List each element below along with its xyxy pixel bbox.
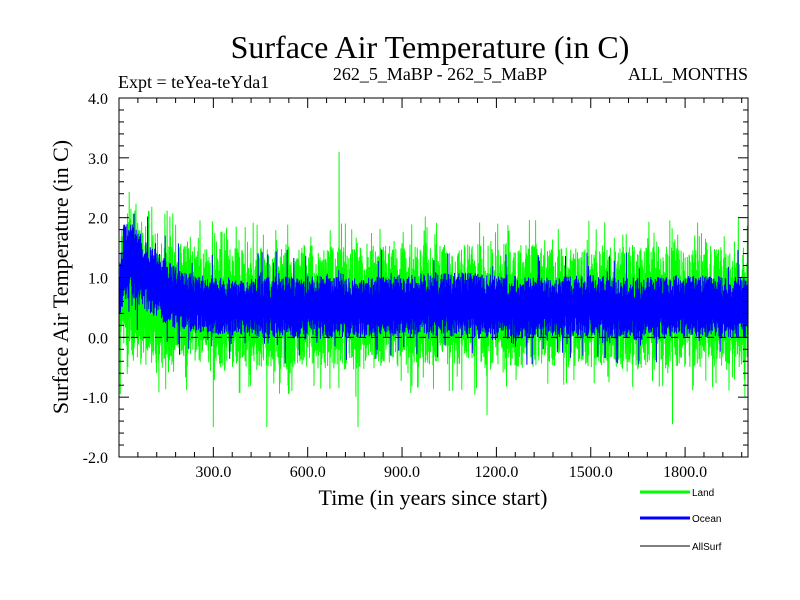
axis-ticks: -2.0 -1.0 0.0 1.0 2.0 3.0 4.0 300.0 600.0 900.0 12… [83, 91, 748, 481]
y-tick-label: 1.0 [88, 271, 108, 288]
x-tick-label: 1500.0 [569, 464, 613, 481]
legend: Land Ocean AllSurf [640, 488, 722, 553]
y-tick-label: 0.0 [88, 330, 108, 347]
series-ocean-line [119, 213, 748, 365]
x-tick-label: 600.0 [290, 464, 326, 481]
x-tick-label: 1200.0 [474, 464, 518, 481]
legend-label-allsurf: AllSurf [692, 542, 722, 553]
legend-label-ocean: Ocean [692, 514, 721, 525]
chart-subtitle-right: ALL_MONTHS [628, 64, 748, 84]
chart-subtitle-center: 262_5_MaBP - 262_5_MaBP [333, 64, 547, 84]
x-axis-label: Time (in years since start) [319, 485, 548, 510]
legend-label-land: Land [692, 488, 714, 499]
y-axis-label: Surface Air Temperature (in C) [48, 140, 73, 414]
x-tick-label: 900.0 [384, 464, 420, 481]
y-tick-label: 3.0 [88, 151, 108, 168]
y-tick-label: 4.0 [88, 91, 108, 108]
chart-title: Surface Air Temperature (in C) [231, 29, 630, 65]
chart-subtitle-left: Expt = teYea-teYda1 [118, 72, 269, 92]
x-tick-label: 1800.0 [663, 464, 707, 481]
y-tick-label: -2.0 [83, 450, 108, 467]
y-tick-label: 2.0 [88, 211, 108, 228]
x-tick-label: 300.0 [195, 464, 231, 481]
y-tick-label: -1.0 [83, 390, 108, 407]
series-layer [119, 151, 748, 428]
